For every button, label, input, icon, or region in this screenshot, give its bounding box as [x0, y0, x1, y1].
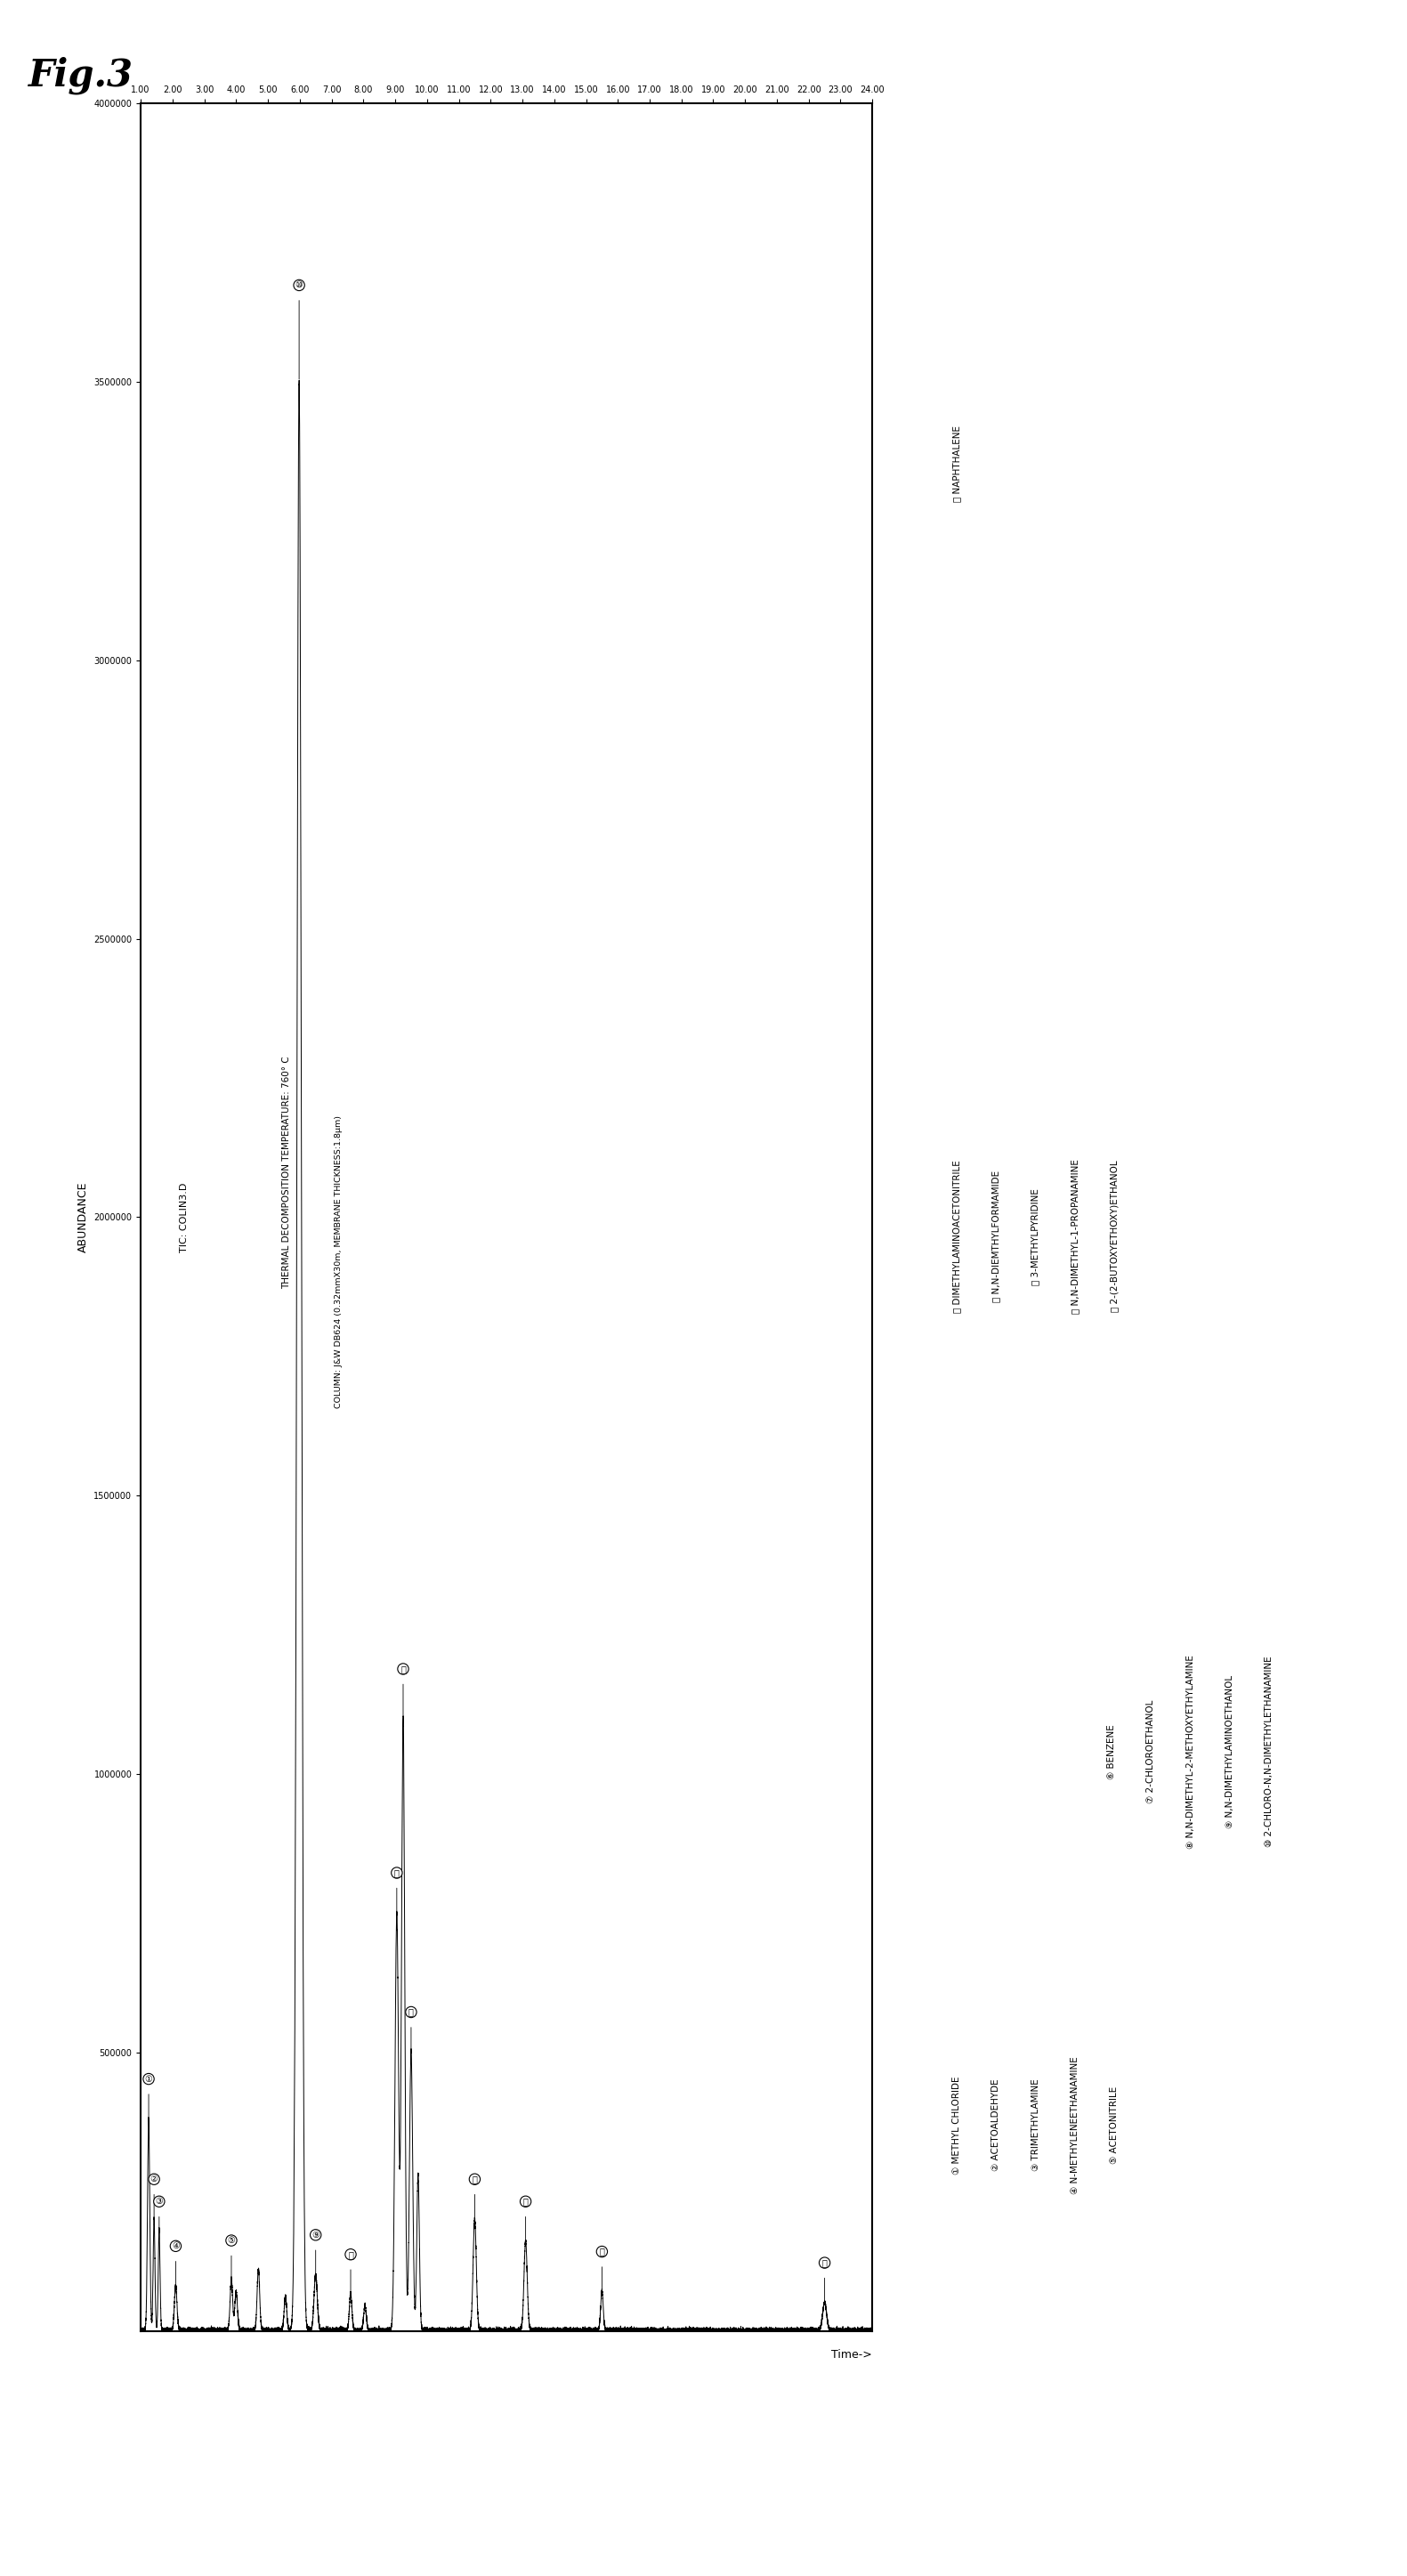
- Text: ⑧ N,N-DIMETHYL-2-METHOXYETHYLAMINE: ⑧ N,N-DIMETHYL-2-METHOXYETHYLAMINE: [1186, 1654, 1195, 1850]
- Text: ③ TRIMETHYLAMINE: ③ TRIMETHYLAMINE: [1031, 2079, 1040, 2172]
- Text: ⑥ BENZENE: ⑥ BENZENE: [1107, 1723, 1116, 1780]
- Text: ⑯: ⑯: [523, 2197, 528, 2205]
- Text: ③: ③: [155, 2197, 163, 2205]
- Text: ⑨ N,N-DIMETHYLAMINOETHANOL: ⑨ N,N-DIMETHYLAMINOETHANOL: [1225, 1674, 1234, 1829]
- Text: ④ N-METHYLENEETHANAMINE: ④ N-METHYLENEETHANAMINE: [1071, 2056, 1079, 2195]
- Text: ②: ②: [151, 2174, 158, 2184]
- Text: ⑨: ⑨: [312, 2231, 319, 2239]
- Text: ⑮: ⑮: [473, 2174, 477, 2184]
- Text: ⑩: ⑩: [295, 281, 303, 289]
- Text: ⑫: ⑫: [394, 1868, 400, 1878]
- Text: ⑪: ⑪: [348, 2249, 353, 2259]
- Text: ⑱: ⑱: [822, 2259, 827, 2267]
- Text: Time->: Time->: [832, 2349, 872, 2360]
- Text: ⑭ N,N-DIMETHYL-1-PROPANAMINE: ⑭ N,N-DIMETHYL-1-PROPANAMINE: [1071, 1159, 1079, 1314]
- Text: Fig.3: Fig.3: [28, 57, 134, 95]
- Text: ⑤: ⑤: [228, 2236, 235, 2244]
- Text: ⑪ DIMETHYLAMINOACETONITRILE: ⑪ DIMETHYLAMINOACETONITRILE: [953, 1159, 961, 1314]
- Text: ⑫ N,N-DIEMTHYLFORMAMIDE: ⑫ N,N-DIEMTHYLFORMAMIDE: [992, 1170, 1000, 1303]
- Text: ⑤ ACETONITRILE: ⑤ ACETONITRILE: [1110, 2087, 1119, 2164]
- Text: ⑬ 3-METHYLPYRIDINE: ⑬ 3-METHYLPYRIDINE: [1031, 1188, 1040, 1285]
- Text: TIC: COLIN3.D: TIC: COLIN3.D: [180, 1182, 189, 1252]
- Text: ⑦ 2-CHLOROETHANOL: ⑦ 2-CHLOROETHANOL: [1147, 1700, 1155, 1803]
- Text: ⑰: ⑰: [599, 2246, 605, 2257]
- Text: ①: ①: [145, 2074, 152, 2084]
- Text: COLUMN: J&W DB624 (0.32mmX30m, MEMBRANE THICKNESS:1.8μm): COLUMN: J&W DB624 (0.32mmX30m, MEMBRANE …: [335, 1115, 342, 1409]
- Text: ⑮ 2-(2-BUTOXYETHOXY)ETHANOL: ⑮ 2-(2-BUTOXYETHOXY)ETHANOL: [1110, 1162, 1119, 1311]
- Text: THERMAL DECOMPOSITION TEMPERATURE: 760° C: THERMAL DECOMPOSITION TEMPERATURE: 760° …: [283, 1056, 291, 1288]
- Text: ⑯ NAPHTHALENE: ⑯ NAPHTHALENE: [953, 425, 961, 502]
- Text: ⑭: ⑭: [408, 2007, 414, 2017]
- Text: ⑩ 2-CHLORO-N,N-DIMETHYLETHANAMINE: ⑩ 2-CHLORO-N,N-DIMETHYLETHANAMINE: [1265, 1656, 1273, 1847]
- Text: ⑬: ⑬: [401, 1664, 405, 1674]
- Text: ④: ④: [172, 2241, 180, 2251]
- Y-axis label: ABUNDANCE: ABUNDANCE: [77, 1182, 89, 1252]
- Text: ② ACETOALDEHYDE: ② ACETOALDEHYDE: [992, 2079, 1000, 2172]
- Text: ① METHYL CHLORIDE: ① METHYL CHLORIDE: [953, 2076, 961, 2174]
